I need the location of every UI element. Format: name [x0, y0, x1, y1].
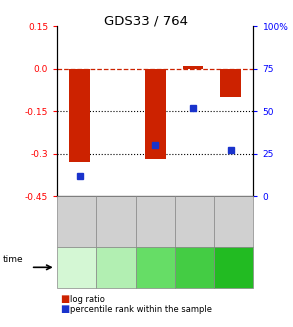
Text: 45
minute: 45 minute [181, 258, 208, 277]
Bar [220, 69, 241, 97]
Bar [145, 69, 166, 159]
Bar [183, 66, 203, 69]
Text: 5 minute: 5 minute [62, 264, 92, 270]
Bar [69, 69, 90, 162]
Text: 60
minute: 60 minute [220, 258, 247, 277]
Text: 15
minute: 15 minute [103, 258, 130, 277]
Text: 30
minute: 30 minute [142, 258, 169, 277]
Text: ■: ■ [60, 304, 69, 314]
Text: log ratio: log ratio [70, 295, 105, 304]
Text: percentile rank within the sample: percentile rank within the sample [70, 304, 212, 314]
Text: time: time [3, 255, 23, 264]
Text: GSM908: GSM908 [74, 206, 80, 237]
Text: ■: ■ [60, 294, 69, 304]
Text: GDS33 / 764: GDS33 / 764 [105, 15, 188, 28]
Text: GSM914: GSM914 [152, 206, 158, 237]
Text: GSM916: GSM916 [231, 206, 237, 237]
Text: GSM913: GSM913 [113, 206, 119, 237]
Text: GSM915: GSM915 [192, 206, 197, 237]
